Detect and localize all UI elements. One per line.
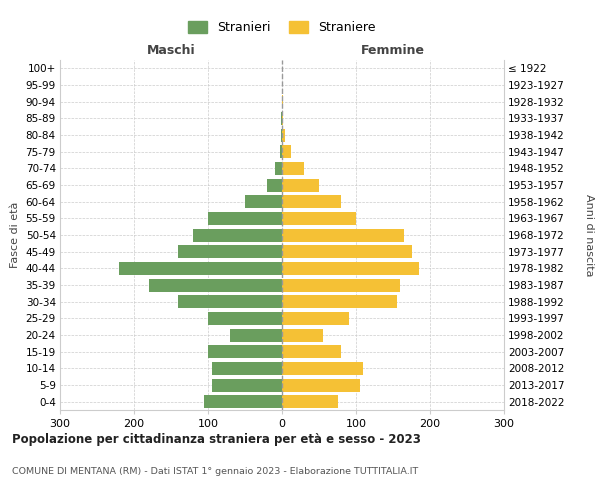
Bar: [282, 195, 341, 208]
Bar: [282, 112, 283, 125]
Bar: [282, 162, 304, 175]
Bar: [282, 378, 360, 392]
Bar: [282, 262, 419, 275]
Bar: [178, 295, 282, 308]
Bar: [282, 278, 400, 291]
Legend: Stranieri, Straniere: Stranieri, Straniere: [184, 16, 380, 40]
Bar: [208, 345, 282, 358]
Y-axis label: Fasce di età: Fasce di età: [10, 202, 20, 268]
Bar: [149, 278, 282, 291]
Bar: [282, 95, 283, 108]
Bar: [282, 228, 404, 241]
Bar: [282, 395, 337, 408]
Text: Maschi: Maschi: [146, 44, 196, 57]
Text: Femmine: Femmine: [361, 44, 425, 57]
Bar: [282, 128, 285, 141]
Bar: [212, 362, 282, 375]
Bar: [178, 245, 282, 258]
Bar: [282, 328, 323, 342]
Bar: [282, 245, 412, 258]
Bar: [212, 378, 282, 392]
Bar: [281, 112, 282, 125]
Bar: [282, 145, 291, 158]
Text: Popolazione per cittadinanza straniera per età e sesso - 2023: Popolazione per cittadinanza straniera p…: [12, 432, 421, 446]
Y-axis label: Anni di nascita: Anni di nascita: [584, 194, 595, 276]
Bar: [282, 178, 319, 192]
Bar: [119, 262, 282, 275]
Bar: [267, 178, 282, 192]
Bar: [282, 362, 364, 375]
Bar: [280, 145, 282, 158]
Bar: [208, 312, 282, 325]
Bar: [204, 395, 282, 408]
Bar: [208, 212, 282, 225]
Bar: [282, 212, 356, 225]
Bar: [281, 128, 282, 141]
Bar: [230, 328, 282, 342]
Bar: [275, 162, 282, 175]
Bar: [282, 345, 341, 358]
Bar: [282, 295, 397, 308]
Bar: [245, 195, 282, 208]
Bar: [193, 228, 282, 241]
Text: COMUNE DI MENTANA (RM) - Dati ISTAT 1° gennaio 2023 - Elaborazione TUTTITALIA.IT: COMUNE DI MENTANA (RM) - Dati ISTAT 1° g…: [12, 468, 418, 476]
Bar: [282, 312, 349, 325]
